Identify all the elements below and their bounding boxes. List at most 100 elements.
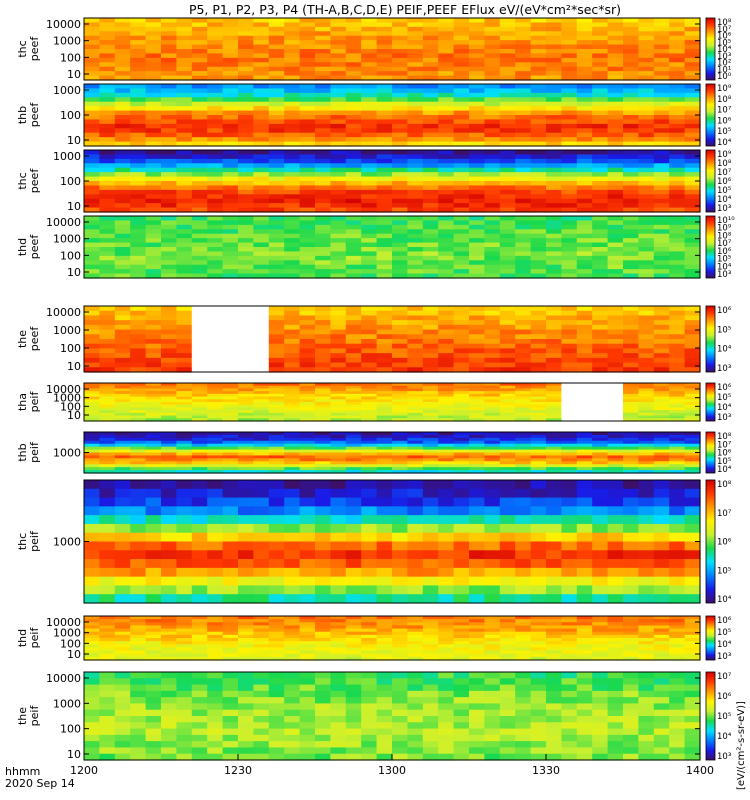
heatmap-cell: [669, 559, 686, 569]
heatmap-cell: [438, 203, 455, 209]
colorbar-tick-label: 10⁶: [717, 306, 732, 316]
heatmap-cell: [576, 449, 593, 454]
heatmap-cell: [623, 62, 639, 68]
heatmap-cell: [546, 123, 562, 129]
heatmap-cell: [161, 229, 177, 235]
heatmap-cell: [345, 119, 362, 125]
heatmap-cell: [238, 106, 254, 112]
heatmap-cell: [130, 203, 147, 209]
heatmap-cell: [299, 622, 316, 627]
heatmap-cell: [207, 22, 224, 28]
heatmap-cell: [499, 396, 516, 400]
heatmap-cell: [638, 434, 655, 439]
heatmap-cell: [469, 251, 485, 257]
heatmap-cell: [623, 320, 639, 326]
heatmap-cell: [669, 97, 686, 103]
colorbar-tick-label: 10⁶: [717, 383, 732, 393]
heatmap-cell: [576, 362, 593, 368]
heatmap-cell: [145, 26, 162, 32]
heatmap-cell: [361, 22, 378, 28]
heatmap-cell: [576, 324, 593, 331]
heatmap-cell: [499, 310, 516, 317]
heatmap-cell: [253, 88, 270, 94]
heatmap-cell: [315, 49, 331, 55]
heatmap-cell: [592, 71, 609, 77]
heatmap-cell: [515, 207, 532, 213]
heatmap-cell: [576, 315, 593, 321]
heatmap-cell: [376, 464, 393, 468]
heatmap-cell: [561, 229, 578, 235]
heatmap-cell: [161, 315, 177, 321]
heatmap-cell: [84, 260, 100, 266]
heatmap-cell: [330, 150, 347, 156]
heatmap-cell: [576, 567, 593, 578]
heatmap-cell: [484, 66, 501, 72]
heatmap-cell: [330, 224, 347, 230]
heatmap-cell: [669, 247, 686, 253]
colorbar-tick-label: 10⁴: [717, 138, 732, 148]
heatmap-cell: [222, 470, 239, 474]
heatmap-cell: [253, 264, 270, 270]
heatmap-cell: [253, 638, 270, 642]
heatmap-cell: [176, 506, 193, 516]
heatmap-cell: [576, 71, 593, 77]
heatmap-cell: [669, 480, 686, 490]
heatmap-cell: [607, 273, 624, 279]
heatmap-cell: [238, 92, 254, 98]
heatmap-cell: [253, 399, 270, 403]
heatmap-cell: [376, 402, 393, 406]
heatmap-cell: [530, 467, 547, 471]
heatmap-cell: [238, 362, 254, 368]
heatmap-cell: [222, 53, 239, 59]
heatmap-cell: [130, 44, 147, 50]
heatmap-cell: [130, 480, 147, 490]
heatmap-cell: [315, 594, 331, 604]
heatmap-cell: [484, 260, 501, 266]
heatmap-cell: [145, 402, 162, 406]
heatmap-cell: [592, 255, 609, 261]
heatmap-cell: [484, 194, 501, 200]
heatmap-cell: [453, 75, 470, 81]
heatmap-cell: [469, 123, 485, 129]
heatmap-cell: [238, 269, 254, 275]
heatmap-cell: [84, 26, 100, 32]
heatmap-cell: [684, 407, 701, 411]
heatmap-cell: [84, 415, 100, 419]
heatmap-cell: [484, 110, 501, 116]
heatmap-cell: [222, 644, 239, 649]
heatmap-cell: [284, 343, 301, 350]
heatmap-cell: [684, 443, 701, 448]
heatmap-cell: [422, 641, 439, 645]
heatmap-cell: [669, 464, 686, 468]
heatmap-cell: [222, 464, 239, 468]
heatmap-cell: [222, 622, 239, 627]
heatmap-cell: [453, 172, 470, 178]
colorbar-tick-label: 10⁸: [717, 231, 732, 241]
heatmap-cell: [345, 324, 362, 331]
heatmap-cell: [222, 523, 239, 534]
heatmap-cell: [530, 176, 547, 182]
heatmap-cell: [145, 385, 162, 390]
heatmap-cell: [99, 216, 116, 222]
heatmap-cell: [99, 141, 116, 147]
heatmap-cell: [345, 66, 362, 72]
heatmap-cell: [453, 638, 470, 642]
heatmap-cell: [99, 26, 116, 32]
heatmap-cell: [191, 172, 208, 178]
heatmap-cell: [669, 238, 686, 244]
heatmap-cell: [222, 216, 239, 222]
heatmap-cell: [176, 440, 193, 445]
heatmap-cell: [653, 198, 670, 204]
heatmap-cell: [592, 106, 609, 112]
heatmap-cell: [669, 415, 686, 419]
heatmap-cell: [315, 647, 331, 652]
heatmap-cell: [376, 616, 393, 620]
heatmap-cell: [438, 541, 455, 551]
heatmap-cell: [530, 115, 547, 121]
heatmap-cell: [345, 362, 362, 368]
heatmap-cell: [222, 115, 239, 121]
heatmap-cell: [161, 407, 177, 411]
heatmap-cell: [315, 385, 331, 390]
heatmap-cell: [315, 167, 331, 173]
heatmap-cell: [145, 238, 162, 244]
